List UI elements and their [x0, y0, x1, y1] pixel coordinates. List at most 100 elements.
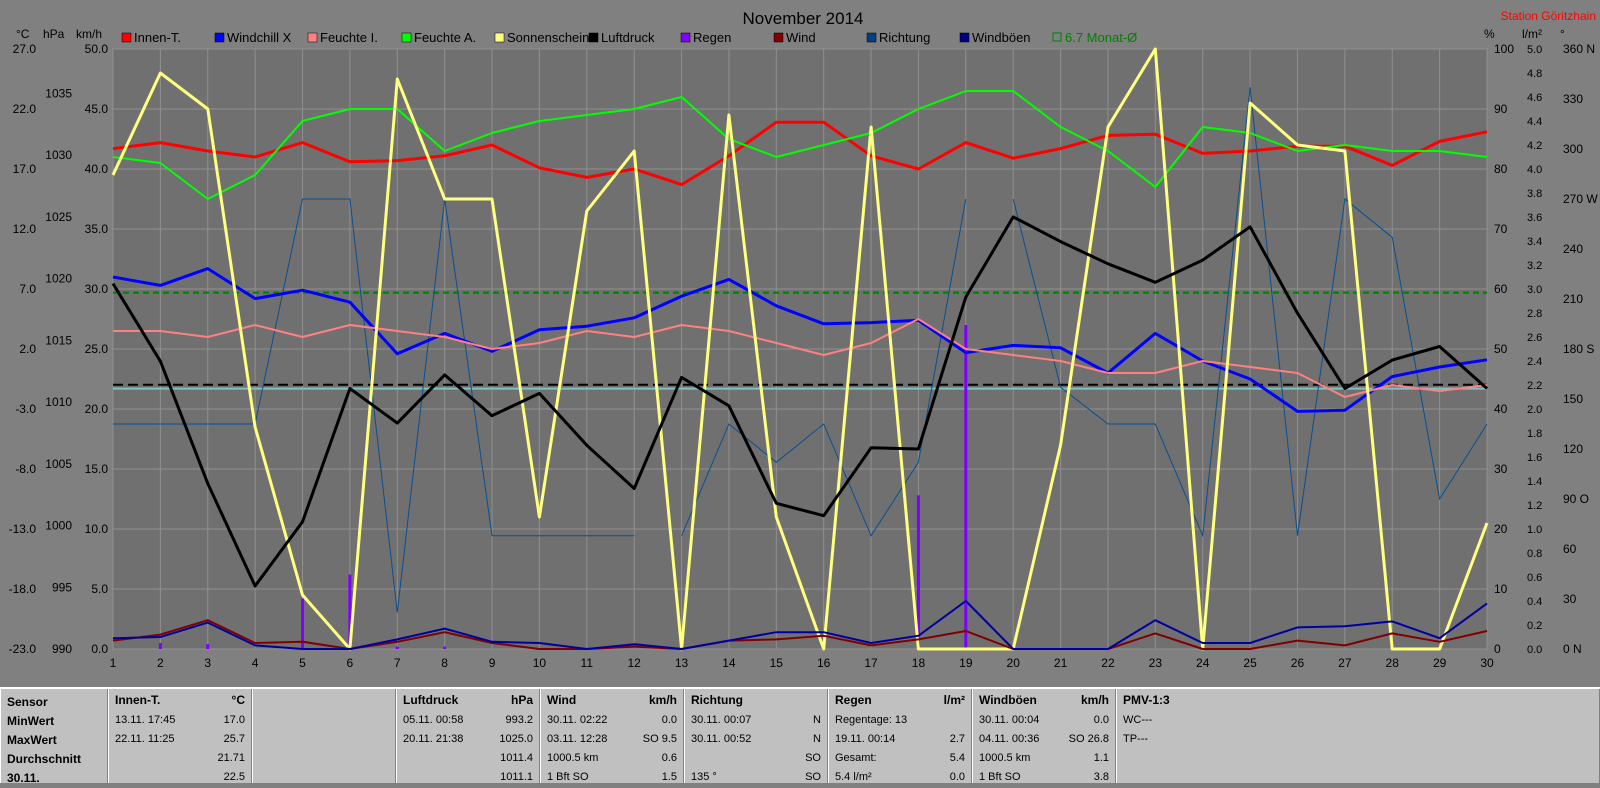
rain-tick-label: 3.0	[1527, 284, 1542, 296]
direction-tick-label: 210	[1563, 292, 1583, 306]
legend-label: 6.7 Monat-Ø	[1065, 30, 1137, 45]
regen-sum: 5.4 l/m²	[835, 771, 872, 783]
x-tick-label: 1	[110, 656, 117, 670]
richtung-max-value: N	[813, 733, 821, 745]
direction-tick-label: 300	[1563, 142, 1583, 156]
wind-max-value: SO 9.5	[642, 733, 677, 745]
legend-label: Windchill X	[227, 30, 292, 45]
legend-label: Richtung	[879, 30, 930, 45]
windboeen-min-time: 30.11. 00:04	[979, 714, 1040, 726]
weather-chart: 1 2 3 4 5 6 7 8 9 10 11 12 13 14 15 16 17 18 19 20 21 22 23 24 2…	[8, 9, 1599, 670]
sensor-row-min: MinWert	[7, 714, 55, 728]
statistics-table: Sensor MinWert MaxWert Durchschnitt 30.1…	[0, 687, 1600, 785]
rain-tick-label: 3.8	[1527, 188, 1542, 200]
direction-tick-label: 270 W	[1563, 192, 1598, 206]
temp-tick-label: -8.0	[15, 462, 36, 476]
stats-pmv-panel: PMV-1:3 WC--- TP---	[1116, 689, 1600, 783]
stats-wind-panel: Wind km/h 30.11. 02:22 0.0 03.11. 12:28 SO …	[540, 689, 684, 783]
x-tick-label: 17	[864, 656, 878, 670]
direction-tick-label: 240	[1563, 242, 1583, 256]
pressure-tick-label: 1030	[45, 148, 72, 162]
direction-tick-label: 360 N	[1563, 42, 1595, 56]
stats-luftdruck-panel: Luftdruck hPa 05.11. 00:58 993.2 20.11. 21…	[396, 689, 540, 783]
x-tick-label: 3	[204, 656, 211, 670]
x-tick-label: 28	[1386, 656, 1400, 670]
wind-tick-label: 25.0	[85, 342, 109, 356]
x-tick-label: 6	[347, 656, 354, 670]
wind-max-time: 03.11. 12:28	[547, 733, 608, 745]
richtung-min-time: 30.11. 00:07	[691, 714, 752, 726]
percent-tick-label: 0	[1494, 642, 1501, 656]
luftdruck-header: Luftdruck	[403, 693, 459, 707]
legend-swatch	[494, 32, 505, 43]
x-tick-label: 16	[817, 656, 831, 670]
stats-richtung-panel: Richtung 30.11. 00:07 N 30.11. 00:52 N SO …	[684, 689, 828, 783]
rain-tick-label: 1.6	[1527, 452, 1542, 464]
rain-tick-label: 1.0	[1527, 524, 1542, 536]
series-lines	[111, 47, 1489, 651]
x-tick-label: 22	[1101, 656, 1115, 670]
legend-label: Feuchte I.	[320, 30, 378, 45]
richtung-min-value: N	[813, 714, 821, 726]
rain-tick-label: 4.0	[1527, 164, 1542, 176]
x-tick-label: 15	[770, 656, 784, 670]
direction-tick-label: 120	[1563, 442, 1583, 456]
innen-header: Innen-T.	[115, 693, 161, 707]
wind-tick-label: 50.0	[85, 42, 109, 56]
unit-direction: °	[1560, 27, 1565, 41]
rain-tick-label: 1.2	[1527, 500, 1542, 512]
pressure-tick-label: 1035	[45, 86, 72, 100]
percent-tick-label: 80	[1494, 162, 1508, 176]
rain-tick-label: 4.4	[1527, 116, 1542, 128]
innen-current-value: 22.5	[223, 771, 245, 783]
legend-swatch	[401, 32, 412, 43]
x-tick-label: 2	[157, 656, 164, 670]
stats-innen-panel: Innen-T. °C 13.11. 17:45 17.0 22.11. 11:25…	[108, 689, 252, 783]
regen-current-value: 0.0	[949, 771, 965, 783]
pressure-tick-label: 1025	[45, 210, 72, 224]
pressure-tick-label: 1015	[45, 333, 72, 347]
windboeen-header: Windböen	[979, 693, 1037, 707]
x-tick-label: 4	[252, 656, 259, 670]
legend-swatch	[959, 32, 970, 43]
wind-avg-value: 0.6	[661, 752, 677, 764]
pressure-tick-label: 1000	[45, 519, 72, 533]
innen-max-value: 25.7	[223, 733, 245, 745]
x-tick-label: 5	[299, 656, 306, 670]
rain-tick-label: 4.8	[1527, 68, 1542, 80]
series-line	[112, 267, 1488, 413]
x-tick-label: 7	[394, 656, 401, 670]
rain-bar	[301, 598, 305, 649]
percent-tick-label: 50	[1494, 342, 1508, 356]
rain-tick-label: 5.0	[1527, 44, 1542, 56]
rain-bar	[443, 646, 447, 649]
x-tick-label: 20	[1007, 656, 1021, 670]
rain-bar	[916, 495, 920, 649]
wind-tick-label: 0.0	[91, 642, 108, 656]
luftdruck-avg-value: 1011.4	[500, 752, 533, 764]
x-tick-label: 29	[1433, 656, 1447, 670]
rain-tick-label: 0.0	[1527, 644, 1542, 656]
luftdruck-min-value: 993.2	[505, 714, 533, 726]
wind-tick-label: 10.0	[85, 522, 109, 536]
x-tick-label: 19	[959, 656, 973, 670]
stats-empty-panel	[252, 689, 396, 783]
x-tick-label: 14	[722, 656, 736, 670]
legend-swatch	[680, 32, 691, 43]
luftdruck-max-time: 20.11. 21:38	[403, 733, 464, 745]
windboeen-current-value: 3.8	[1093, 771, 1109, 783]
windboeen-distance: 1000.5 km	[979, 752, 1031, 764]
luftdruck-unit: hPa	[510, 693, 533, 707]
richtung-current-value: SO	[805, 771, 821, 783]
direction-tick-label: 60	[1563, 542, 1577, 556]
windboeen-max-value: SO 26.8	[1068, 733, 1109, 745]
legend: Innen-T. Windchill X Feuchte I. Feuchte A. S…	[121, 30, 1137, 45]
wind-tick-label: 35.0	[85, 222, 109, 236]
percent-tick-label: 100	[1494, 42, 1514, 56]
wind-current-value: 1.5	[661, 771, 677, 783]
richtung-header: Richtung	[691, 693, 743, 707]
wind-tick-label: 30.0	[85, 282, 109, 296]
unit-wind: km/h	[76, 27, 102, 41]
x-tick-label: 24	[1196, 656, 1210, 670]
temp-tick-label: -18.0	[9, 582, 37, 596]
